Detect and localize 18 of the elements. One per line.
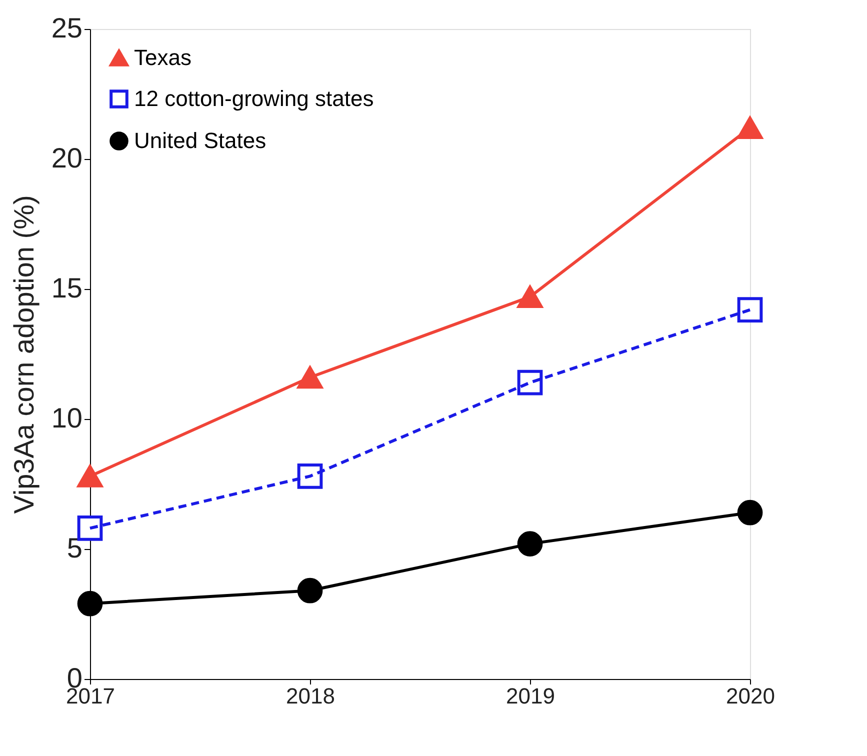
- x-tick-label: 2018: [286, 684, 335, 708]
- y-tick-label: 20: [51, 142, 82, 174]
- point: [77, 590, 103, 616]
- y-tick-label: 25: [51, 12, 82, 44]
- point: [297, 464, 323, 489]
- x-tick-label: 2020: [726, 684, 775, 708]
- point: [77, 465, 103, 488]
- y-tick-label: 15: [51, 272, 82, 304]
- y-axis-title: Vip3Aa corn adoption (%): [8, 195, 40, 514]
- y-tick-label: 10: [51, 402, 82, 434]
- y-tick-label: 5: [66, 532, 82, 564]
- point: [517, 370, 543, 396]
- legend-label: 12 cotton-growing states: [134, 86, 374, 111]
- legend-label: United States: [134, 128, 266, 153]
- point: [737, 297, 763, 322]
- point: [737, 500, 763, 526]
- legend-label: Texas: [134, 45, 192, 70]
- x-tick-label: 2019: [506, 684, 555, 708]
